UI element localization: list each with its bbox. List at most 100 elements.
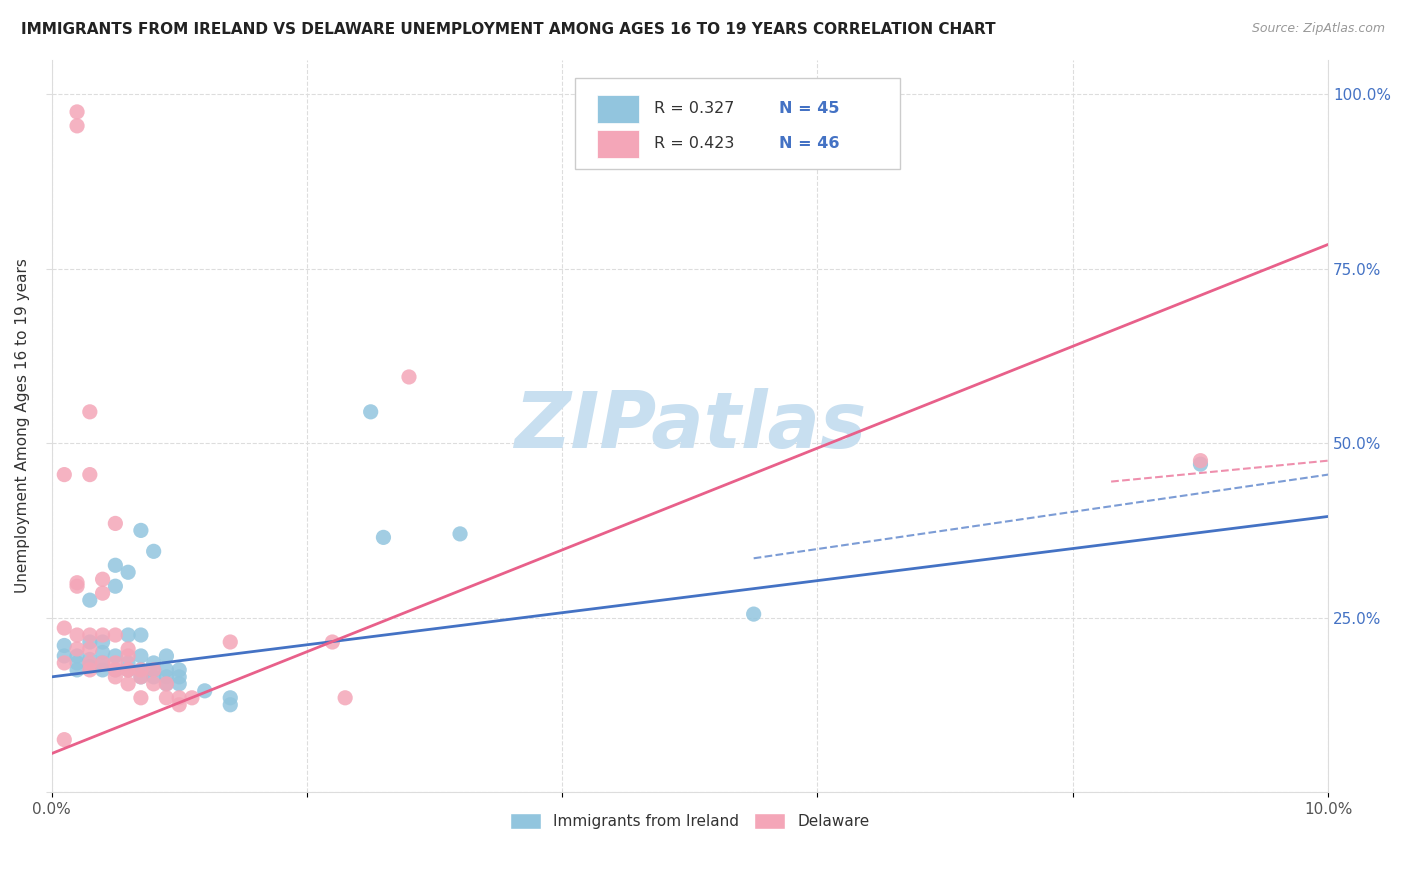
Point [321, 635, 343, 649]
Point [117, 677, 139, 691]
Text: IMMIGRANTS FROM IRELAND VS DELAWARE UNEMPLOYMENT AMONG AGES 16 TO 19 YEARS CORRE: IMMIGRANTS FROM IRELAND VS DELAWARE UNEM… [21, 22, 995, 37]
Point [79, 652, 101, 666]
Text: N = 45: N = 45 [779, 101, 839, 116]
Point [104, 516, 127, 531]
Point [79, 656, 101, 670]
Point [142, 670, 165, 684]
Point [155, 648, 177, 663]
Point [104, 558, 127, 573]
Point [117, 648, 139, 663]
Point [129, 524, 152, 538]
Point [360, 405, 382, 419]
Legend: Immigrants from Ireland, Delaware: Immigrants from Ireland, Delaware [505, 807, 876, 836]
Point [449, 527, 471, 541]
Point [66, 663, 89, 677]
Point [79, 659, 101, 673]
Point [167, 670, 190, 684]
Text: Source: ZipAtlas.com: Source: ZipAtlas.com [1251, 22, 1385, 36]
Point [66, 119, 89, 133]
Point [66, 575, 89, 590]
Point [142, 544, 165, 558]
FancyBboxPatch shape [575, 78, 900, 169]
Point [129, 663, 152, 677]
Point [167, 690, 190, 705]
Point [1189, 457, 1212, 471]
Point [104, 663, 127, 677]
Point [142, 663, 165, 677]
Point [167, 663, 190, 677]
Point [53, 467, 76, 482]
Point [142, 663, 165, 677]
Point [129, 690, 152, 705]
Point [79, 467, 101, 482]
Point [53, 732, 76, 747]
Point [155, 663, 177, 677]
Point [129, 663, 152, 677]
Point [142, 656, 165, 670]
Point [219, 690, 242, 705]
Point [155, 690, 177, 705]
Point [117, 663, 139, 677]
Point [117, 566, 139, 580]
Point [104, 648, 127, 663]
Point [104, 656, 127, 670]
Point [104, 579, 127, 593]
Point [155, 677, 177, 691]
Point [129, 670, 152, 684]
Y-axis label: Unemployment Among Ages 16 to 19 years: Unemployment Among Ages 16 to 19 years [15, 259, 30, 593]
Point [181, 690, 204, 705]
Point [398, 370, 420, 384]
Point [66, 648, 89, 663]
Point [79, 642, 101, 657]
Point [79, 593, 101, 607]
Text: R = 0.423: R = 0.423 [654, 136, 734, 152]
Point [53, 639, 76, 653]
Point [167, 677, 190, 691]
Point [53, 621, 76, 635]
Point [66, 656, 89, 670]
Point [91, 656, 114, 670]
Point [91, 645, 114, 659]
Point [219, 698, 242, 712]
Point [129, 628, 152, 642]
Point [1189, 453, 1212, 467]
Point [117, 656, 139, 670]
Point [66, 642, 89, 657]
Point [91, 635, 114, 649]
Point [53, 656, 76, 670]
Point [79, 635, 101, 649]
Point [53, 648, 76, 663]
Point [79, 405, 101, 419]
Point [66, 579, 89, 593]
Point [91, 572, 114, 586]
Point [79, 628, 101, 642]
Point [104, 670, 127, 684]
Point [104, 663, 127, 677]
FancyBboxPatch shape [596, 95, 638, 122]
Point [129, 670, 152, 684]
Point [66, 628, 89, 642]
Point [66, 104, 89, 119]
FancyBboxPatch shape [596, 130, 638, 158]
Point [194, 683, 217, 698]
Point [117, 628, 139, 642]
Text: R = 0.327: R = 0.327 [654, 101, 734, 116]
Point [219, 635, 242, 649]
Point [91, 628, 114, 642]
Point [333, 690, 356, 705]
Point [91, 656, 114, 670]
Point [167, 698, 190, 712]
Point [104, 628, 127, 642]
Text: N = 46: N = 46 [779, 136, 839, 152]
Point [117, 642, 139, 657]
Point [79, 663, 101, 677]
Point [129, 648, 152, 663]
Point [742, 607, 765, 621]
Point [155, 677, 177, 691]
Point [373, 530, 395, 544]
Point [91, 663, 114, 677]
Text: ZIPatlas: ZIPatlas [513, 388, 866, 464]
Point [117, 663, 139, 677]
Point [91, 586, 114, 600]
Point [155, 670, 177, 684]
